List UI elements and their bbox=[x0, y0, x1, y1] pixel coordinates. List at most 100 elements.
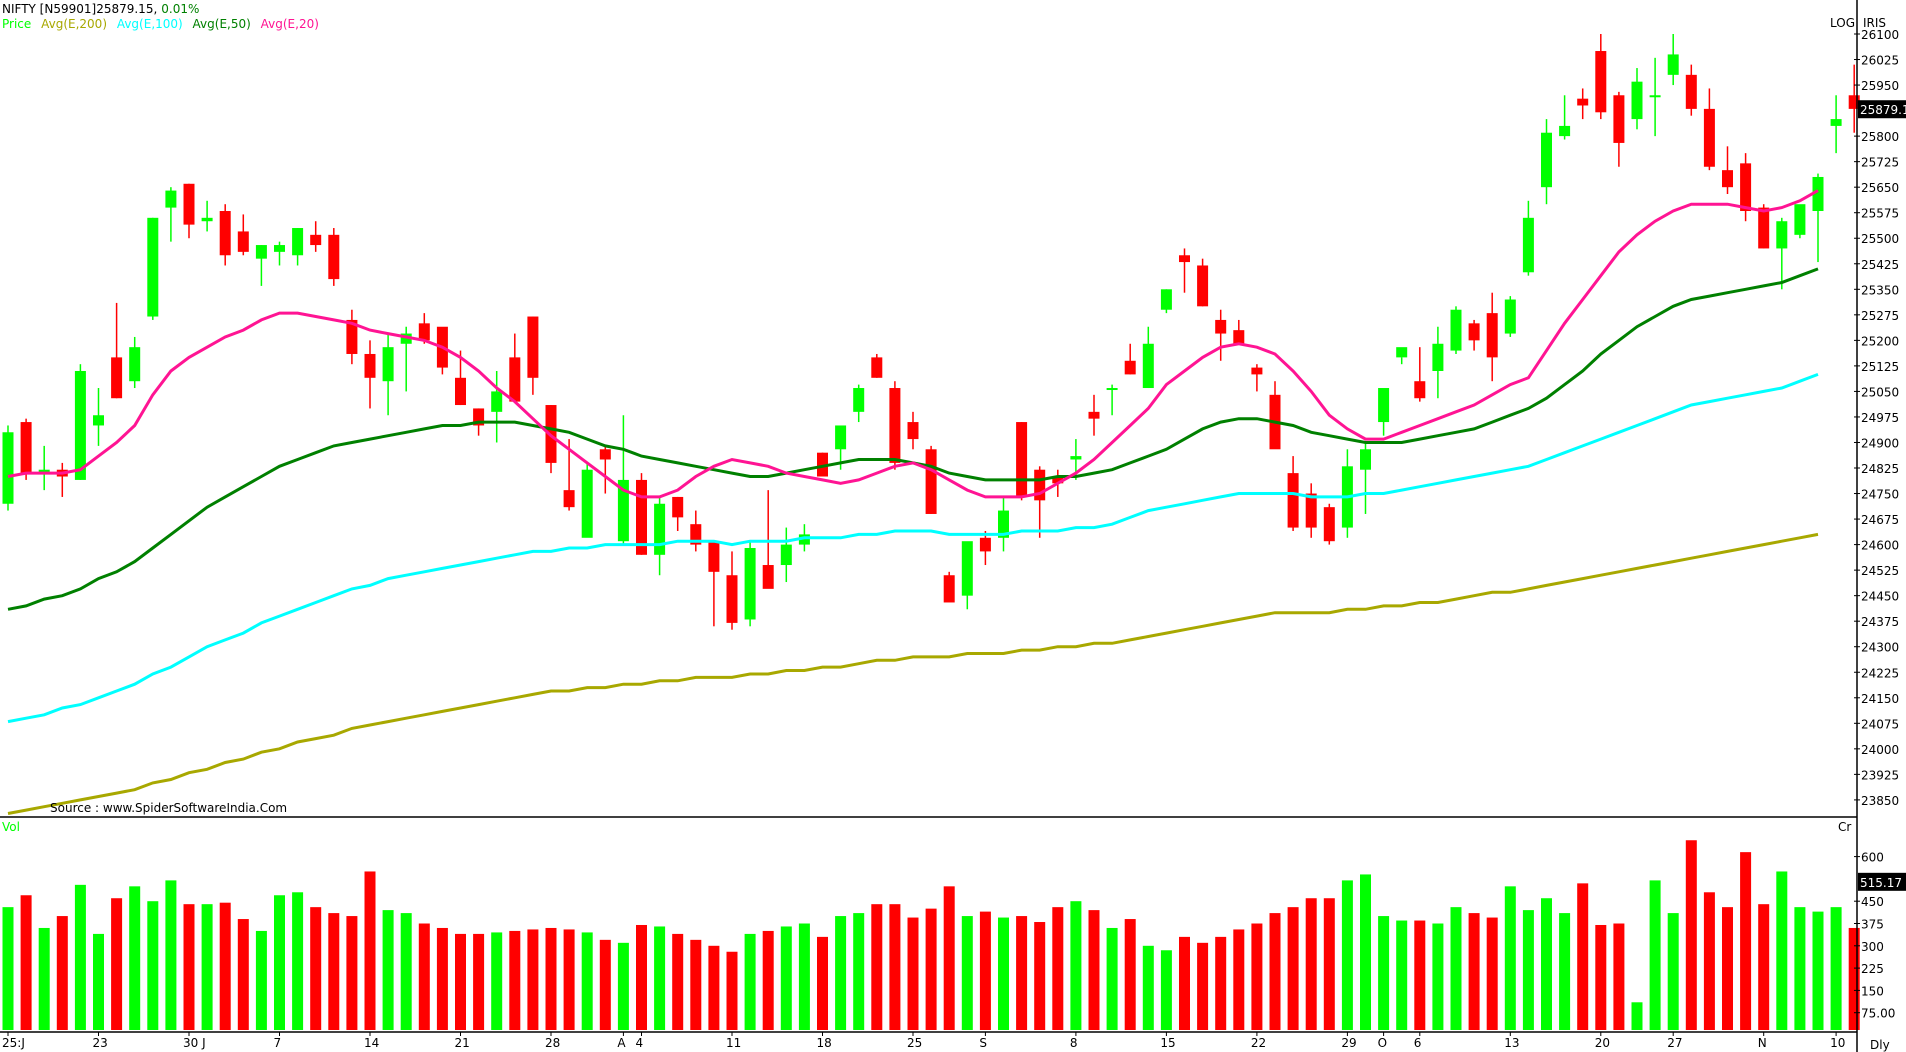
volume-bar[interactable] bbox=[617, 942, 629, 1030]
volume-bar[interactable] bbox=[38, 927, 50, 1030]
candle[interactable] bbox=[1215, 309, 1227, 361]
volume-bar[interactable] bbox=[1703, 892, 1715, 1030]
candle[interactable] bbox=[1631, 68, 1643, 130]
candle[interactable] bbox=[1559, 95, 1571, 140]
volume-bar[interactable] bbox=[1124, 919, 1136, 1030]
volume-bar[interactable] bbox=[219, 902, 231, 1030]
volume-bar[interactable] bbox=[147, 901, 159, 1030]
volume-bar[interactable] bbox=[690, 939, 702, 1030]
volume-bar[interactable] bbox=[292, 892, 304, 1030]
volume-bar[interactable] bbox=[1052, 907, 1064, 1030]
volume-bar[interactable] bbox=[979, 911, 991, 1030]
candle[interactable] bbox=[1740, 153, 1752, 222]
volume-bar[interactable] bbox=[183, 904, 195, 1030]
candle[interactable] bbox=[1160, 289, 1172, 314]
candle[interactable] bbox=[491, 370, 503, 443]
volume-bar[interactable] bbox=[762, 930, 774, 1030]
volume-bar[interactable] bbox=[780, 926, 792, 1030]
candle[interactable] bbox=[636, 473, 647, 555]
period-label[interactable]: Dly bbox=[1870, 1038, 1890, 1052]
legend-ema20[interactable]: Avg(E,20) bbox=[260, 17, 319, 31]
volume-bar[interactable] bbox=[853, 913, 865, 1030]
volume-bar[interactable] bbox=[201, 904, 213, 1030]
legend-ema100[interactable]: Avg(E,100) bbox=[116, 17, 183, 31]
candle[interactable] bbox=[1486, 292, 1498, 382]
legend-ema50[interactable]: Avg(E,50) bbox=[192, 17, 251, 31]
volume-bar[interactable] bbox=[1468, 913, 1480, 1030]
volume-bar[interactable] bbox=[871, 904, 883, 1030]
candle[interactable] bbox=[274, 241, 285, 266]
volume-bar[interactable] bbox=[1396, 920, 1408, 1030]
candle[interactable] bbox=[726, 551, 738, 630]
candle[interactable] bbox=[1703, 88, 1715, 171]
volume-bar[interactable] bbox=[1740, 852, 1752, 1030]
volume-bar[interactable] bbox=[1812, 911, 1824, 1030]
candle[interactable] bbox=[418, 313, 430, 344]
candle[interactable] bbox=[1794, 204, 1806, 239]
candle[interactable] bbox=[581, 462, 593, 538]
candle[interactable] bbox=[129, 336, 141, 389]
candle[interactable] bbox=[1450, 306, 1462, 354]
candle[interactable] bbox=[1305, 483, 1317, 538]
candle[interactable] bbox=[961, 541, 973, 610]
volume-bar[interactable] bbox=[1631, 1002, 1643, 1030]
volume-bar[interactable] bbox=[1649, 880, 1661, 1030]
candle[interactable] bbox=[183, 183, 195, 239]
volume-bar[interactable] bbox=[1613, 923, 1625, 1031]
volume-bar[interactable] bbox=[889, 904, 901, 1030]
volume-bar[interactable] bbox=[328, 913, 340, 1030]
volume-bar[interactable] bbox=[1088, 910, 1100, 1030]
candle[interactable] bbox=[1577, 88, 1589, 120]
candle[interactable] bbox=[1722, 146, 1733, 194]
volume-bar[interactable] bbox=[1287, 907, 1299, 1030]
volume-bar[interactable] bbox=[1522, 910, 1534, 1030]
volume-bar[interactable] bbox=[1414, 920, 1426, 1030]
candle[interactable] bbox=[617, 415, 629, 545]
volume-bar[interactable] bbox=[835, 916, 847, 1030]
candle[interactable] bbox=[527, 316, 539, 395]
candle[interactable] bbox=[817, 452, 828, 477]
log-scale-toggle[interactable]: LOG bbox=[1830, 16, 1855, 30]
volume-bar[interactable] bbox=[1541, 898, 1552, 1030]
candle[interactable] bbox=[925, 445, 937, 514]
candle[interactable] bbox=[1468, 319, 1480, 351]
candle[interactable] bbox=[1341, 449, 1353, 538]
volume-bar[interactable] bbox=[1215, 936, 1227, 1030]
volume-bar[interactable] bbox=[418, 923, 430, 1031]
volume-bar[interactable] bbox=[744, 933, 756, 1030]
volume-bar[interactable] bbox=[1269, 913, 1281, 1030]
volume-bar[interactable] bbox=[1016, 916, 1028, 1030]
candle[interactable] bbox=[1812, 173, 1824, 263]
volume-bar[interactable] bbox=[509, 930, 521, 1030]
volume-bar[interactable] bbox=[726, 951, 738, 1030]
candle[interactable] bbox=[1016, 422, 1028, 501]
volume-bar[interactable] bbox=[310, 907, 322, 1030]
legend-price[interactable]: Price bbox=[2, 17, 32, 31]
volume-bar[interactable] bbox=[708, 945, 720, 1030]
candle[interactable] bbox=[708, 541, 720, 627]
candle[interactable] bbox=[1541, 119, 1552, 205]
volume-bar[interactable] bbox=[1722, 907, 1733, 1030]
volume-bar[interactable] bbox=[961, 916, 973, 1030]
candle[interactable] bbox=[1360, 442, 1371, 514]
candle[interactable] bbox=[889, 381, 901, 470]
candle[interactable] bbox=[871, 353, 883, 378]
candle[interactable] bbox=[907, 411, 919, 450]
candle[interactable] bbox=[1595, 34, 1607, 120]
candle[interactable] bbox=[74, 364, 86, 480]
volume-bar[interactable] bbox=[1758, 904, 1770, 1030]
volume-bar[interactable] bbox=[1559, 913, 1571, 1030]
price-pane[interactable] bbox=[2, 34, 1860, 630]
candle[interactable] bbox=[654, 496, 666, 576]
candle[interactable] bbox=[111, 302, 123, 399]
candle[interactable] bbox=[1848, 64, 1860, 133]
volume-bar[interactable] bbox=[436, 927, 448, 1030]
candle[interactable] bbox=[1414, 347, 1426, 402]
candle[interactable] bbox=[762, 490, 774, 589]
candle[interactable] bbox=[237, 214, 249, 256]
candle[interactable] bbox=[255, 245, 267, 286]
volume-bar[interactable] bbox=[1233, 929, 1245, 1030]
volume-bar[interactable] bbox=[1667, 913, 1679, 1030]
candle[interactable] bbox=[744, 541, 756, 627]
